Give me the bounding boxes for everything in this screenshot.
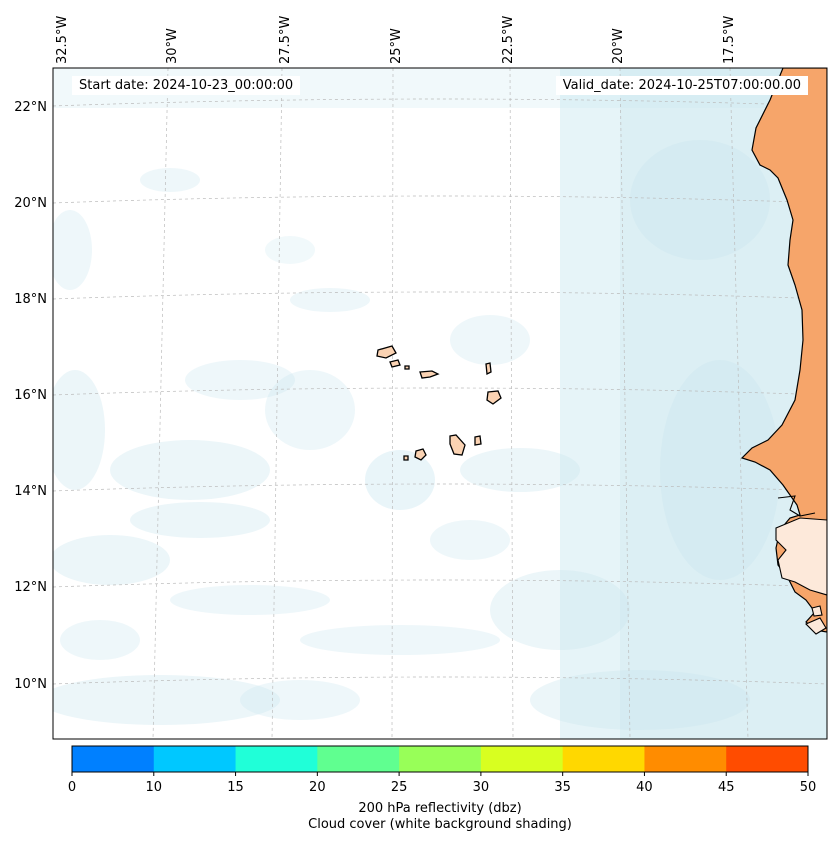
meridian-20w	[619, 68, 631, 739]
island-santo-antao	[376, 345, 397, 359]
lat-tick-label: 12°N	[14, 580, 47, 595]
colorbar-segment	[562, 746, 645, 772]
colorbar-tick-label: 45	[718, 780, 735, 795]
colorbar-tick-label: 15	[227, 780, 244, 795]
colorbar-label-reflectivity: 200 hPa reflectivity (dbz)	[358, 801, 522, 816]
meridian-30w	[152, 68, 169, 739]
colorbar-segment	[644, 746, 727, 772]
lon-tick-label: 20°W	[611, 28, 626, 64]
start-date-label: Start date: 2024-10-23_00:00:00	[72, 76, 301, 95]
lon-tick-label: 25°W	[389, 28, 404, 64]
island-sao-nicolau	[419, 370, 440, 379]
parallel-16n	[53, 387, 827, 396]
latitude-tick-labels: 22°N 20°N 18°N 16°N 14°N 12°N 10°N	[14, 100, 47, 692]
meridian-17-5w	[729, 68, 749, 739]
colorbar-segment	[399, 746, 482, 772]
lon-tick-label: 27.5°W	[278, 16, 293, 64]
colorbar-segment	[480, 746, 564, 772]
colorbar-tick-label: 40	[636, 780, 653, 795]
island-fogo	[414, 448, 427, 461]
island-boa-vista	[486, 390, 502, 405]
colorbar-tick-label: 35	[554, 780, 571, 795]
lat-tick-label: 22°N	[14, 100, 47, 115]
island-brava	[403, 455, 409, 461]
lat-tick-label: 14°N	[14, 484, 47, 499]
colorbar-segment	[153, 746, 237, 772]
colorbar-tick-label: 25	[391, 780, 408, 795]
graticule	[53, 68, 827, 739]
lon-tick-label: 32.5°W	[55, 16, 70, 64]
lat-tick-label: 16°N	[14, 388, 47, 403]
island-santiago	[449, 434, 466, 456]
parallel-14n	[53, 483, 827, 492]
guinea-land	[775, 517, 827, 596]
island-sao-vicente	[389, 359, 401, 368]
colorbar-segment	[726, 746, 809, 772]
colorbar-frame	[71, 745, 809, 773]
parallel-18n	[53, 291, 827, 300]
island-maio	[474, 435, 482, 446]
island-santa-luzia	[404, 365, 410, 370]
colorbar-tick-label: 0	[68, 780, 76, 795]
africa-mainland	[740, 68, 827, 633]
gambia-river	[777, 495, 816, 517]
meridian-25w	[391, 68, 394, 739]
meridian-22-5w	[509, 68, 514, 739]
map-frame	[52, 67, 828, 740]
lon-tick-label: 17.5°W	[722, 16, 737, 64]
longitude-tick-labels: 32.5°W 30°W 27.5°W 25°W 22.5°W 20°W 17.5…	[55, 16, 737, 64]
parallel-10n	[53, 676, 827, 685]
colorbar-tick-label: 10	[146, 780, 163, 795]
valid-date-label: Valid_date: 2024-10-25T07:00:00.00	[555, 76, 808, 95]
parallel-22n	[53, 98, 827, 107]
meridian-32-5w	[53, 68, 54, 108]
colorbar-segment	[72, 746, 155, 772]
parallel-20n	[53, 195, 827, 204]
colorbar-segment	[317, 746, 400, 772]
colorbar-tick-label: 20	[309, 780, 326, 795]
colorbar: 0 10 15 20 25 30 35 40 45 50	[68, 745, 816, 795]
lat-tick-label: 10°N	[14, 677, 47, 692]
lat-tick-label: 20°N	[14, 196, 47, 211]
map-background	[53, 68, 827, 739]
cape-verde-islands	[376, 345, 502, 461]
colorbar-tick-label: 30	[473, 780, 490, 795]
colorbar-caption: 200 hPa reflectivity (dbz) Cloud cover (…	[72, 801, 808, 833]
island-sal	[485, 362, 492, 376]
colorbar-segments	[72, 746, 809, 772]
lon-tick-label: 22.5°W	[501, 16, 516, 64]
lat-tick-label: 18°N	[14, 292, 47, 307]
colorbar-label-cloud-cover: Cloud cover (white background shading)	[308, 817, 572, 832]
guinea-bissau-islands	[805, 605, 827, 635]
colorbar-segment	[235, 746, 318, 772]
lon-tick-label: 30°W	[165, 28, 180, 64]
parallel-12n	[53, 579, 827, 588]
colorbar-tick-label: 50	[800, 780, 817, 795]
colorbar-ticks: 0 10 15 20 25 30 35 40 45 50	[68, 772, 816, 795]
meridian-27-5w	[271, 68, 283, 739]
